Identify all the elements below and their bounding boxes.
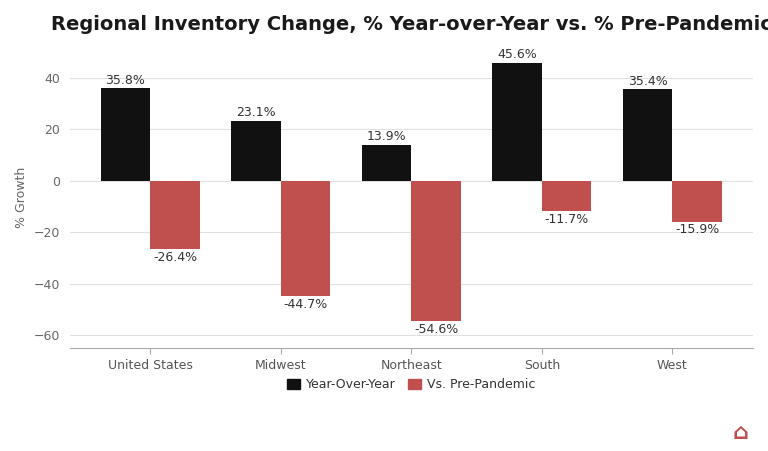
Text: 45.6%: 45.6% [497, 48, 537, 61]
Text: -11.7%: -11.7% [545, 212, 589, 226]
Y-axis label: % Growth: % Growth [15, 167, 28, 228]
Text: 23.1%: 23.1% [237, 106, 276, 120]
Text: 13.9%: 13.9% [366, 130, 406, 143]
Text: 35.4%: 35.4% [627, 74, 667, 87]
Bar [542, 181, 591, 211]
Text: 35.8%: 35.8% [105, 74, 145, 87]
Bar [101, 88, 151, 181]
Bar [672, 181, 722, 221]
Text: -15.9%: -15.9% [675, 223, 720, 236]
Text: -44.7%: -44.7% [283, 298, 328, 311]
Bar [412, 181, 461, 322]
Text: ⌂: ⌂ [733, 423, 749, 443]
Bar [492, 63, 542, 181]
Bar [231, 121, 281, 181]
Bar [151, 181, 200, 249]
Legend: Year-Over-Year, Vs. Pre-Pandemic: Year-Over-Year, Vs. Pre-Pandemic [283, 373, 541, 396]
Bar [623, 89, 672, 181]
Text: -26.4%: -26.4% [153, 250, 197, 263]
Bar [281, 181, 330, 296]
Title: Regional Inventory Change, % Year-over-Year vs. % Pre-Pandemic: Regional Inventory Change, % Year-over-Y… [51, 15, 768, 34]
Bar [362, 145, 412, 181]
Text: -54.6%: -54.6% [414, 323, 458, 336]
